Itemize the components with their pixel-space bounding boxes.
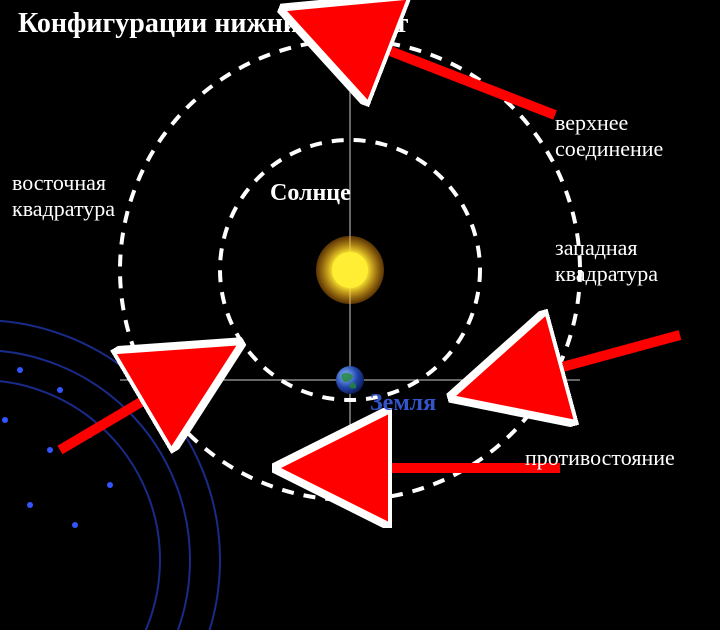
- arrow-west: [544, 335, 680, 372]
- label-west-quadrature: западная квадратура: [555, 235, 658, 287]
- earth-label: Земля: [370, 390, 436, 417]
- label-opposition: противостояние: [525, 445, 675, 471]
- label-east-quadrature: восточная квадратура: [12, 170, 115, 222]
- planet-top: [338, 28, 362, 52]
- arrow-superior: [372, 44, 555, 115]
- arrow-east: [60, 392, 158, 450]
- sun-core: [332, 252, 368, 288]
- planet-bottom: [338, 456, 362, 480]
- planet-right: [510, 368, 534, 392]
- planet-left: [166, 368, 190, 392]
- label-superior-conjunction: верхнее соединение: [555, 110, 663, 162]
- sun-label: Солнце: [270, 180, 351, 207]
